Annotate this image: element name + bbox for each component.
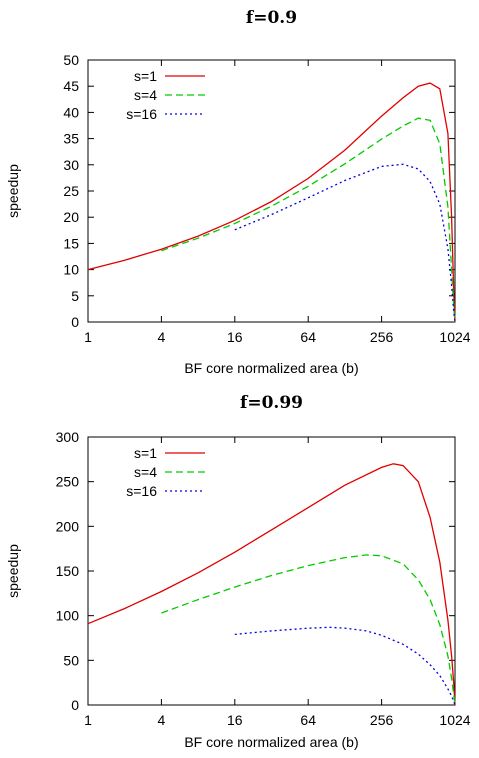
x-tick-label: 1024 (439, 329, 470, 345)
series-line-s=16 (234, 163, 456, 323)
legend-label: s=4 (134, 87, 157, 103)
series-line-s=1 (87, 463, 456, 706)
legend-label: s=1 (134, 445, 157, 461)
legend-entry: s=1 (134, 445, 205, 461)
x-tick-label: 4 (158, 329, 166, 345)
x-tick-label: 1 (84, 712, 92, 728)
x-tick-label: 256 (370, 712, 394, 728)
x-tick-label: 64 (300, 329, 316, 345)
y-tick-label: 15 (63, 235, 79, 251)
x-tick-label: 16 (227, 712, 243, 728)
chart-2: f=0.99 0 50 100 150 200 250 300 1 4 16 64 256 1024 BF … (5, 393, 471, 750)
y-tick-label: 5 (71, 288, 79, 304)
legend-entry: s=4 (134, 87, 205, 103)
y-axis-label: speedup (5, 164, 21, 218)
x-tick-label: 1 (84, 329, 92, 345)
legend-label: s=4 (134, 464, 157, 480)
y-tick-label: 0 (71, 314, 79, 330)
chart-title: f=0.99 (240, 393, 303, 413)
y-axis-label: speedup (5, 544, 21, 598)
legend-entry: s=16 (126, 106, 205, 122)
x-axis-label: BF core normalized area (b) (184, 734, 358, 750)
y-tick-label: 200 (56, 518, 80, 534)
y-tick-label: 50 (63, 52, 79, 68)
x-tick-label: 256 (370, 329, 394, 345)
y-tick-label: 250 (56, 474, 80, 490)
series-line-s=4 (161, 554, 456, 706)
y-tick-label: 30 (63, 157, 79, 173)
series-line-s=4 (161, 117, 456, 323)
series-line-s=16 (234, 626, 456, 706)
y-tick-label: 40 (63, 104, 79, 120)
y-tick-label: 150 (56, 563, 80, 579)
legend-label: s=1 (134, 68, 157, 84)
y-tick-label: 25 (63, 183, 79, 199)
x-tick-label: 64 (300, 712, 316, 728)
y-tick-label: 0 (71, 697, 79, 713)
legend-entry: s=16 (126, 483, 205, 499)
x-axis-label: BF core normalized area (b) (184, 360, 358, 376)
series-line-s=1 (87, 82, 456, 323)
x-tick-label: 4 (158, 712, 166, 728)
x-tick-label: 16 (227, 329, 243, 345)
y-tick-label: 300 (56, 429, 80, 445)
y-tick-label: 45 (63, 78, 79, 94)
chart-title: f=0.9 (246, 8, 297, 28)
y-tick-label: 20 (63, 209, 79, 225)
legend-label: s=16 (126, 106, 157, 122)
y-tick-label: 100 (56, 608, 80, 624)
y-tick-label: 50 (63, 652, 79, 668)
legend-entry: s=4 (134, 464, 205, 480)
y-tick-label: 35 (63, 131, 79, 147)
legend-entry: s=1 (134, 68, 205, 84)
chart-1: f=0.9 0 5 10 15 20 25 30 35 40 45 50 1 4 16 64 256 1024 BF… (5, 8, 471, 376)
y-tick-label: 10 (63, 262, 79, 278)
x-tick-label: 1024 (439, 712, 470, 728)
legend-label: s=16 (126, 483, 157, 499)
